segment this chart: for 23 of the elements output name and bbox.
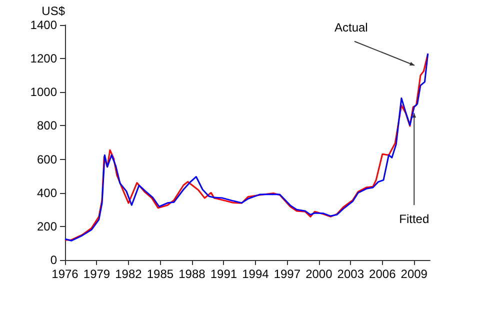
text: Actual: [334, 20, 368, 34]
x-tick-label: 2009: [400, 267, 428, 281]
x-tick-label: 1982: [115, 267, 142, 281]
x-tick-label: 1994: [242, 267, 270, 281]
text: Fitted: [399, 212, 430, 226]
x-tick-label: 1979: [83, 267, 110, 281]
y-tick-label: 600: [36, 152, 58, 166]
x-tick-label: 1985: [146, 267, 174, 281]
y-tick-label: 1200: [30, 52, 58, 66]
y-tick-label: 200: [36, 219, 58, 234]
x-tick-label: 1991: [210, 267, 238, 281]
x-tick-label: 1997: [274, 267, 301, 281]
x-tick-label: 2003: [337, 267, 364, 281]
y-tick-label: 400: [36, 186, 58, 200]
x-tick-label: 2006: [369, 267, 396, 281]
x-tick-label: 1988: [178, 267, 206, 281]
x-tick-label: 1976: [52, 267, 79, 281]
y-tick-label: 800: [36, 118, 58, 133]
y-tick-label: 1000: [30, 85, 58, 100]
x-tick-label: 2000: [306, 267, 333, 281]
y-tick-label: 0: [50, 253, 58, 267]
y-axis-title: US$: [42, 4, 66, 18]
y-tick-label: 1400: [30, 18, 58, 32]
